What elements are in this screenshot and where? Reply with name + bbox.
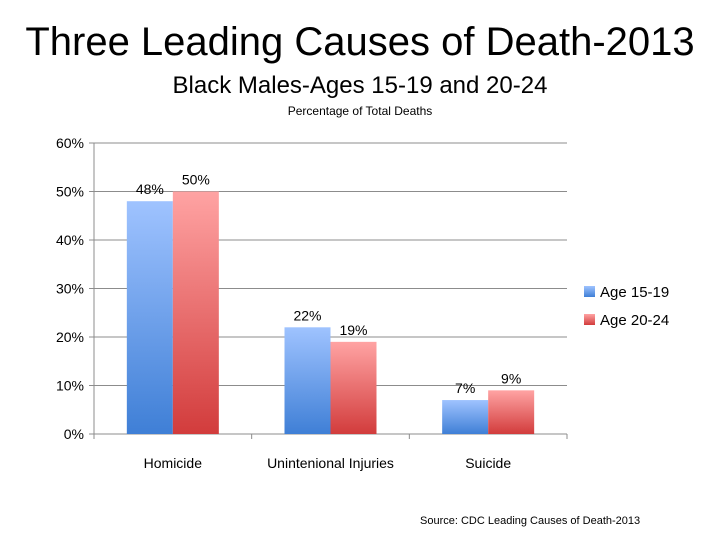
y-tick-label: 30% bbox=[56, 281, 84, 297]
source-note: Source: CDC Leading Causes of Death-2013 bbox=[420, 515, 641, 527]
bar bbox=[126, 201, 173, 434]
y-tick-label: 60% bbox=[56, 135, 84, 151]
data-label: 9% bbox=[501, 370, 521, 386]
chart-title: Three Leading Causes of Death-2013 bbox=[25, 20, 695, 64]
bar bbox=[172, 191, 219, 434]
bar bbox=[330, 341, 377, 434]
x-tick-label: Homicide bbox=[144, 455, 203, 471]
bar bbox=[488, 390, 535, 434]
data-label: 7% bbox=[455, 380, 475, 396]
data-label: 19% bbox=[339, 322, 367, 338]
x-tick-label: Unintenional Injuries bbox=[267, 455, 394, 471]
data-label: 48% bbox=[136, 181, 164, 197]
chart-subtitle: Black Males-Ages 15-19 and 20-24 bbox=[172, 72, 548, 99]
chart-caption: Percentage of Total Deaths bbox=[287, 104, 433, 118]
x-tick-label: Suicide bbox=[465, 455, 511, 471]
legend-label: Age 20-24 bbox=[600, 312, 669, 329]
data-label: 22% bbox=[293, 307, 321, 323]
y-tick-label: 20% bbox=[56, 329, 84, 345]
y-tick-label: 40% bbox=[56, 232, 84, 248]
data-label: 50% bbox=[182, 172, 210, 188]
y-tick-label: 0% bbox=[64, 426, 84, 442]
bar bbox=[284, 327, 331, 434]
y-tick-label: 10% bbox=[56, 378, 84, 394]
y-tick-label: 50% bbox=[56, 184, 84, 200]
legend-swatch bbox=[584, 286, 595, 297]
legend-swatch bbox=[584, 314, 595, 325]
legend-label: Age 15-19 bbox=[600, 284, 669, 301]
bar bbox=[442, 400, 489, 434]
